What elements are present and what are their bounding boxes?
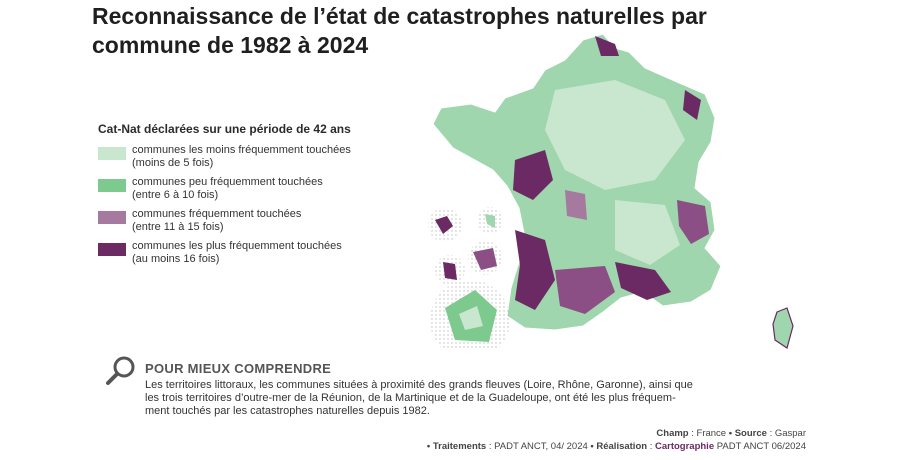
magnifier-icon [106, 356, 135, 385]
legend-title: Cat-Nat déclarées sur une période de 42 … [98, 122, 351, 136]
legend-item: communes peu fréquemment touchées (entre … [98, 176, 398, 202]
high-zone [683, 90, 701, 120]
footer-credits: • Traitements : PADT ANCT, 04/ 2024 • Ré… [426, 441, 806, 452]
high-zone [513, 150, 553, 200]
high-zone [677, 200, 709, 244]
map-title: Reconnaissance de l’état de catastrophes… [92, 3, 707, 58]
high-zone [515, 230, 555, 310]
legend-item: communes les moins fréquemment touchées(… [98, 144, 398, 170]
light-zone [545, 80, 685, 190]
explain-heading: POUR MIEUX COMPRENDRE [145, 361, 332, 376]
legend-sublabel: (moins de 5 fois) [132, 157, 214, 169]
legend-swatch [98, 147, 126, 160]
explain-text: Les territoires littoraux, les communes … [145, 379, 693, 417]
legend-label: communes peu fréquemment touchées [132, 176, 323, 188]
legend-item: communes les plus fréquemment touchées (a… [98, 240, 398, 266]
legend: Cat-Nat déclarées sur une période de 42 … [98, 122, 398, 272]
legend-swatch [98, 179, 126, 192]
corsica [772, 307, 794, 349]
legend-swatch [98, 211, 126, 224]
light-zone [615, 200, 680, 265]
legend-sublabel: (entre 6 à 10 fois) [132, 189, 219, 201]
legend-item: communes fréquemment touchées (entre 11 à… [98, 208, 398, 234]
high-zone [595, 36, 619, 56]
footer-source: Champ : France • Source : Gaspar [656, 428, 806, 439]
legend-sublabel: (entre 11 à 15 fois) [132, 221, 224, 233]
legend-label: communes fréquemment touchées [132, 208, 302, 220]
legend-label: communes les moins fréquemment touchées [132, 144, 351, 156]
high-zone [555, 266, 615, 314]
legend-sublabel: (au moins 16 fois) [132, 253, 220, 265]
legend-label: communes les plus fréquemment touchées [132, 240, 342, 252]
legend-swatch [98, 243, 126, 256]
france-map [428, 33, 794, 350]
high-zone [565, 190, 587, 220]
high-zone [615, 262, 671, 300]
